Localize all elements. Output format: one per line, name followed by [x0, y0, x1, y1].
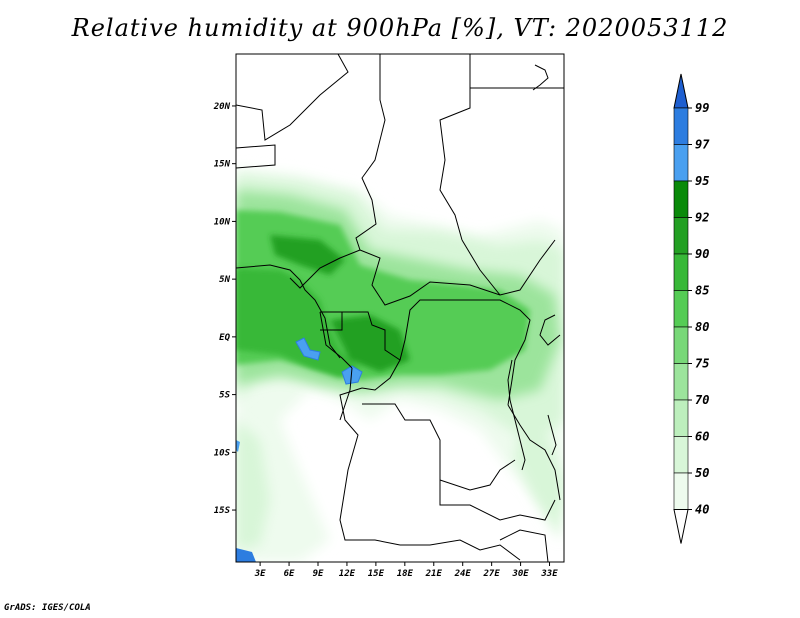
colorbar-band: [673, 399, 689, 437]
border-line: [320, 311, 401, 391]
border-line: [236, 144, 276, 169]
colorbar-label: 92: [695, 211, 709, 225]
border-line: [289, 249, 361, 289]
border-line: [339, 387, 401, 546]
colorbar-band: [673, 436, 689, 474]
border-line: [507, 404, 561, 501]
lake-tanganyika: [507, 359, 526, 471]
lat-tick-label: 15S: [214, 506, 231, 516]
lat-tick-label: 15N: [214, 160, 231, 170]
lon-tick-label: 27E: [483, 569, 501, 579]
colorbar-label: 95: [695, 174, 709, 188]
lon-tick-label: 18E: [397, 569, 414, 579]
border-line: [359, 239, 556, 306]
lat-tick-label: 10N: [214, 217, 231, 227]
colorbar-band: [673, 326, 689, 364]
borders: [236, 54, 564, 562]
border-line: [400, 539, 521, 561]
colorbar-label: 50: [695, 466, 709, 480]
lat-tick-label: 5S: [219, 391, 230, 401]
border-line: [362, 403, 516, 491]
colorbar-band: [673, 180, 689, 218]
colorbar-label: 70: [695, 393, 709, 407]
lat-tick-label: 5N: [219, 275, 230, 285]
map-title: Relative humidity at 900hPa [%], VT: 202…: [71, 14, 729, 42]
colorbar-label: 75: [695, 357, 709, 371]
humidity-95-99: [236, 337, 363, 562]
colorbar-band: [673, 107, 689, 145]
humidity-85-92: [236, 235, 410, 378]
colorbar-band: [673, 253, 689, 291]
lon-tick-label: 30E: [511, 569, 529, 579]
map-frame: [235, 53, 565, 563]
lon-tick-label: 15E: [368, 569, 385, 579]
lon-tick-label: 12E: [339, 569, 356, 579]
colorbar-band: [673, 472, 689, 510]
map-panel: 20N 15N 10N 5N EQ 5S 10S 15S 3E 6E 9E 12E 15E 18E 21E…: [213, 53, 565, 579]
colorbar-label: 97: [695, 138, 710, 152]
colorbar-band: [673, 363, 689, 401]
colorbar-label: 80: [695, 320, 709, 334]
colorbar-label: 99: [695, 101, 709, 115]
coastline: [339, 367, 353, 421]
colorbar-label: 40: [695, 503, 709, 517]
border-line: [236, 54, 349, 141]
lon-tick-label: 24E: [454, 569, 472, 579]
border-line: [399, 299, 531, 406]
lake-malawi: [547, 414, 557, 456]
lat-tick-label: 20N: [213, 102, 231, 112]
colorbar-bottom-arrow: [673, 509, 689, 544]
border-line: [499, 529, 549, 562]
lake-victoria: [539, 314, 561, 346]
lon-tick-label: 3E: [254, 569, 266, 579]
colorbar-band: [673, 290, 689, 328]
lon-tick-label: 21E: [425, 569, 443, 579]
lon-tick-label: 9E: [313, 569, 324, 579]
border-line: [461, 239, 501, 296]
grads-credit: GrADS: IGES/COLA: [4, 603, 91, 613]
coastline: [532, 64, 549, 91]
colorbar-label: 85: [695, 284, 709, 298]
colorbar: 99 97 95 92 90 85 80 75 70 60 50 40: [673, 73, 710, 544]
border-line: [355, 54, 386, 251]
colorbar-band: [673, 217, 689, 255]
coastline: [236, 264, 341, 359]
humidity-field: [236, 168, 564, 562]
lon-tick-label: 6E: [284, 569, 295, 579]
lon-tick-label: 33E: [540, 569, 558, 579]
colorbar-top-arrow: [673, 73, 689, 109]
colorbar-label: 60: [695, 430, 709, 444]
latitude-axis: 20N 15N 10N 5N EQ 5S 10S 15S: [213, 102, 236, 516]
colorbar-band: [673, 144, 689, 182]
lat-tick-label: EQ: [219, 333, 230, 343]
border-line: [439, 480, 556, 521]
colorbar-label: 90: [695, 247, 709, 261]
lat-tick-label: 10S: [214, 448, 231, 458]
longitude-axis: 3E 6E 9E 12E 15E 18E 21E 24E 27E 30E 33E: [254, 562, 558, 579]
border-line: [439, 54, 471, 241]
border-line: [319, 311, 353, 369]
